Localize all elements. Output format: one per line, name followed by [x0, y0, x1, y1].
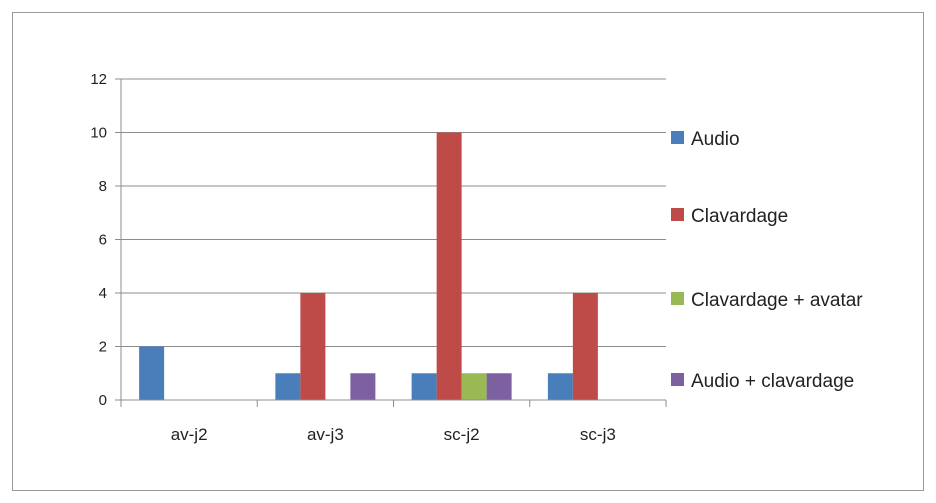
- y-tick-label: 4: [99, 285, 107, 302]
- x-tick-label: sc-j3: [580, 425, 616, 444]
- x-tick-label: av-j3: [307, 425, 344, 444]
- bar: [350, 373, 376, 400]
- bar: [139, 346, 165, 400]
- legend-label: Audio + clavardage: [691, 371, 854, 392]
- x-tick-label: av-j2: [171, 425, 208, 444]
- bar: [461, 373, 487, 400]
- bar: [436, 132, 462, 400]
- y-tick-label: 0: [99, 392, 107, 409]
- legend-swatch: [671, 131, 684, 144]
- bars: [139, 132, 598, 400]
- bar: [486, 373, 512, 400]
- bar: [300, 293, 326, 400]
- y-tick-label: 12: [90, 71, 107, 88]
- bar: [411, 373, 437, 400]
- legend: Audio Clavardage Clavardage + avatar Audio …: [671, 129, 863, 392]
- legend-label: Clavardage + avatar: [691, 290, 863, 311]
- bar: [547, 373, 573, 400]
- x-tick-label: sc-j2: [444, 425, 480, 444]
- legend-swatch: [671, 292, 684, 305]
- legend-label: Clavardage: [691, 206, 788, 227]
- legend-swatch: [671, 208, 684, 221]
- legend-swatch: [671, 373, 684, 386]
- y-tick-label: 2: [99, 339, 107, 356]
- y-tick-label: 10: [90, 125, 107, 142]
- chart-frame: [12, 12, 924, 491]
- y-tick-label: 6: [99, 232, 107, 249]
- y-tick-label: 8: [99, 178, 107, 195]
- y-axis-ticks: 0 2 4 6 8 10 12: [90, 71, 121, 409]
- x-axis: av-j2 av-j3 sc-j2 sc-j3: [120, 399, 667, 444]
- bar: [275, 373, 301, 400]
- legend-label: Audio: [691, 129, 740, 150]
- bar: [572, 293, 598, 400]
